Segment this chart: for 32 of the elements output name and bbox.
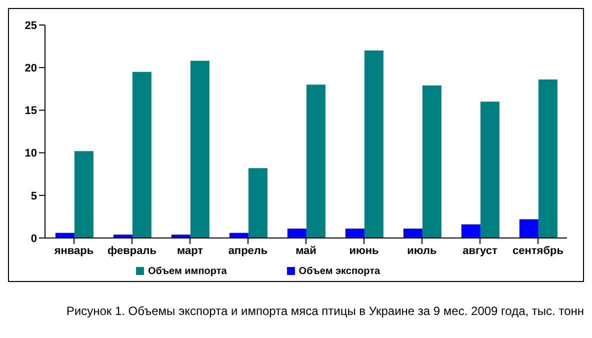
y-tick-label: 0 — [30, 232, 37, 245]
bar — [345, 228, 364, 238]
bar — [74, 151, 94, 238]
bar — [480, 102, 500, 238]
x-tick-label: январь — [54, 244, 94, 257]
bar — [364, 50, 384, 238]
bar — [190, 60, 210, 238]
x-tick-label: июль — [407, 244, 438, 257]
x-tick-label: июнь — [349, 244, 380, 257]
y-tick-label: 25 — [24, 20, 37, 32]
y-tick-label: 15 — [24, 105, 37, 118]
legend-label: Объем импорта — [148, 266, 227, 277]
bar — [519, 219, 538, 238]
bar — [538, 80, 558, 238]
x-tick-label: август — [462, 244, 498, 257]
legend-label: Объем экспорта — [298, 266, 380, 277]
y-tick-label: 10 — [24, 148, 37, 160]
text: Рисунок 1. Объемы экспорта и импорта мяса птицы в Украине за 9 мес. 2009 года, тыс. тонн — [65, 304, 584, 318]
y-tick-label: 20 — [24, 62, 37, 75]
bar — [287, 228, 306, 238]
x-tick-label: сентябрь — [512, 244, 564, 257]
bar — [422, 85, 442, 238]
x-tick-label: май — [296, 244, 316, 257]
bar — [403, 228, 422, 238]
bar — [461, 224, 480, 238]
x-tick-label: апрель — [228, 244, 268, 257]
bar — [248, 168, 268, 238]
x-tick-label: март — [176, 244, 204, 257]
y-tick-label: 5 — [30, 190, 37, 202]
bar — [132, 72, 152, 238]
x-tick-label: февраль — [108, 244, 157, 257]
bar — [306, 84, 326, 238]
